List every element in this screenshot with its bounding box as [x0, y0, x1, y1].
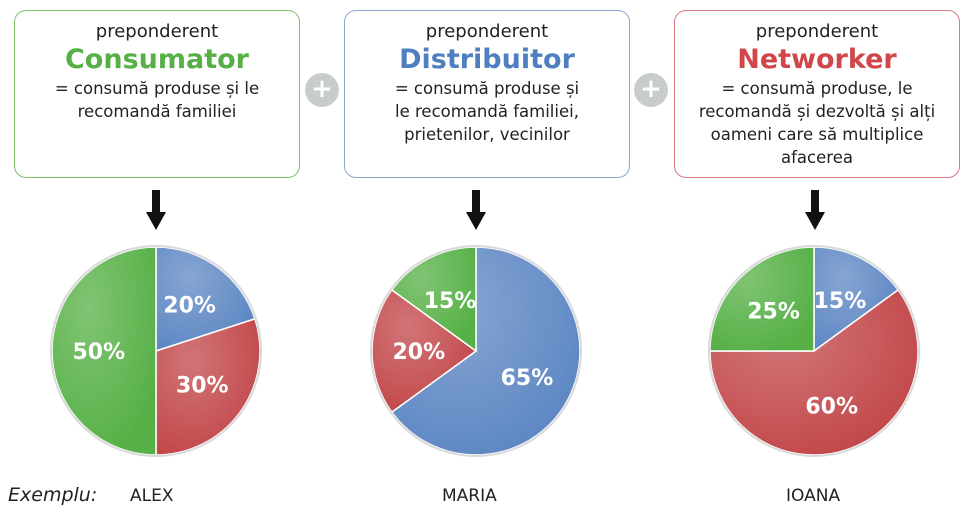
pie-slice-networker — [709, 288, 919, 456]
arrow-down-icon — [805, 190, 825, 230]
card-pre-label: preponderent — [95, 21, 219, 42]
pie-outline — [370, 245, 582, 457]
pie-slice-label: 65% — [501, 366, 554, 391]
arrow-down-icon — [146, 190, 166, 230]
pie-slice-label: 15% — [424, 289, 477, 314]
card-description: = consumă produse și le recomandă famili… — [54, 79, 260, 121]
example-label: Exemplu: — [8, 484, 98, 506]
card-role-title: Consumator — [64, 44, 249, 75]
person-name-alex: ALEX — [130, 486, 174, 506]
card-role-title: Networker — [737, 44, 897, 75]
pie-slice-label: 30% — [176, 374, 229, 399]
pie-slice-consumator — [51, 246, 157, 456]
plus-icon: + — [634, 73, 668, 107]
card-pre-label: preponderent — [425, 21, 549, 42]
pie-chart-ioana: 15% 60% 25% — [708, 245, 920, 457]
pie-slice-networker — [155, 317, 261, 456]
card-description: = consumă produse, le recomandă și dezvo… — [698, 79, 936, 167]
pie-slice-label: 60% — [805, 394, 858, 419]
card-distribuitor: preponderent Distribuitor = consumă prod… — [344, 10, 630, 178]
plus-icon: + — [305, 73, 339, 107]
card-role-title: Distribuitor — [399, 44, 575, 75]
pie-outline — [708, 245, 920, 457]
pie-slice-label: 25% — [747, 300, 800, 325]
pie-slice-consumator — [390, 246, 477, 353]
person-name-maria: MARIA — [442, 486, 497, 506]
pie-outline — [50, 245, 262, 457]
person-name-ioana: IOANA — [786, 486, 841, 506]
pie-slice-distribuitor — [813, 246, 900, 353]
pie-slice-distribuitor — [155, 246, 256, 353]
pie-slice-label: 20% — [392, 340, 445, 365]
arrow-down-icon — [466, 190, 486, 230]
pie-chart-alex: 20% 30% 50% — [50, 245, 262, 457]
card-consumator: preponderent Consumator = consumă produs… — [14, 10, 300, 178]
card-pre-label: preponderent — [755, 21, 879, 42]
card-networker: preponderent Networker = consumă produse… — [674, 10, 960, 178]
card-description: = consumă produse și le recomandă famili… — [394, 79, 580, 144]
pie-slice-label: 20% — [163, 294, 216, 319]
pie-slice-label: 50% — [72, 340, 125, 365]
pie-chart-maria: 65% 20% 15% — [370, 245, 582, 457]
pie-slice-label: 15% — [814, 289, 867, 314]
